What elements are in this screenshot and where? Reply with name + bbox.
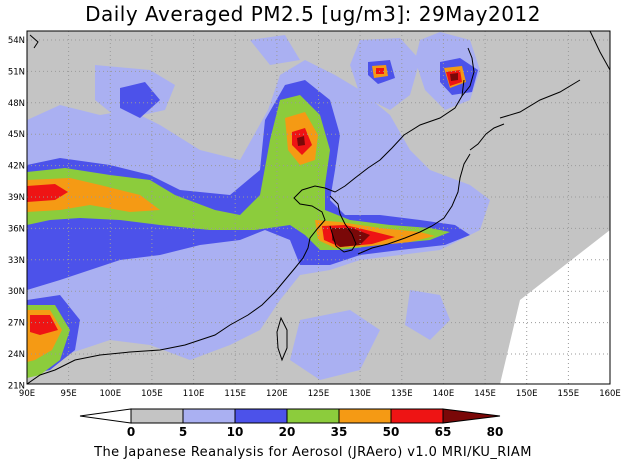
colorbar-level-label: 5 — [179, 425, 187, 439]
map-title: Daily Averaged PM2.5 [ug/m3]: 29May2012 — [85, 2, 541, 26]
lat-label: 21N — [8, 381, 25, 391]
colorbar-level-label: 0 — [127, 425, 135, 439]
lon-label: 135E — [391, 389, 413, 399]
colorbar-swatch — [182, 408, 236, 424]
credit-line: The Japanese Reanalysis for Aerosol (JRA… — [94, 445, 532, 460]
colorbar-level-label: 20 — [279, 425, 296, 439]
lon-label: 100E — [99, 389, 121, 399]
colorbar-swatch — [286, 408, 340, 424]
lat-label: 51N — [8, 67, 25, 77]
colorbar-level-label: 80 — [487, 425, 504, 439]
lat-label: 33N — [8, 256, 25, 266]
lon-label: 115E — [224, 389, 246, 399]
lon-label: 120E — [266, 389, 288, 399]
lat-label: 24N — [8, 350, 25, 360]
colorbar-swatch — [338, 408, 392, 424]
colorbar-level-label: 10 — [227, 425, 244, 439]
longitude-labels: 90E 95E 100E 105E 110E 115E 120E 125E 130E 135E 14… — [19, 389, 621, 399]
colorbar-level-label: 50 — [383, 425, 400, 439]
colorbar-upper-extension — [442, 408, 501, 424]
graticule — [27, 31, 610, 384]
pm25-field — [27, 31, 610, 384]
lon-label: 105E — [141, 389, 163, 399]
lat-label: 39N — [8, 193, 25, 203]
lon-label: 130E — [349, 389, 371, 399]
lon-label: 110E — [183, 389, 205, 399]
coastlines — [27, 31, 610, 384]
lon-label: 145E — [474, 389, 496, 399]
lon-label: 160E — [599, 389, 621, 399]
lat-label: 27N — [8, 319, 25, 329]
colorbar-swatch — [390, 408, 444, 424]
colorbar — [79, 408, 501, 424]
lon-label: 155E — [558, 389, 580, 399]
lat-label: 30N — [8, 287, 25, 297]
lat-label: 36N — [8, 224, 25, 234]
lat-label: 48N — [8, 99, 25, 109]
lat-label: 54N — [8, 36, 25, 46]
colorbar-lower-extension — [79, 408, 132, 424]
plot-frame — [26, 30, 611, 385]
colorbar-labels: 0 5 10 20 35 50 65 80 — [127, 425, 504, 439]
colorbar-swatch — [130, 408, 184, 424]
lon-label: 140E — [433, 389, 455, 399]
lat-label: 42N — [8, 162, 25, 172]
pm25-band-80-plus — [297, 73, 458, 247]
colorbar-level-label: 35 — [331, 425, 348, 439]
lat-label: 45N — [8, 130, 25, 140]
colorbar-level-label: 65 — [435, 425, 452, 439]
lon-label: 150E — [516, 389, 538, 399]
colorbar-swatch — [234, 408, 288, 424]
lon-label: 125E — [308, 389, 330, 399]
lon-label: 90E — [19, 389, 35, 399]
lon-label: 95E — [61, 389, 77, 399]
latitude-labels: 54N 51N 48N 45N 42N 39N 36N 33N 30N 27N 24N 21N — [8, 36, 25, 391]
